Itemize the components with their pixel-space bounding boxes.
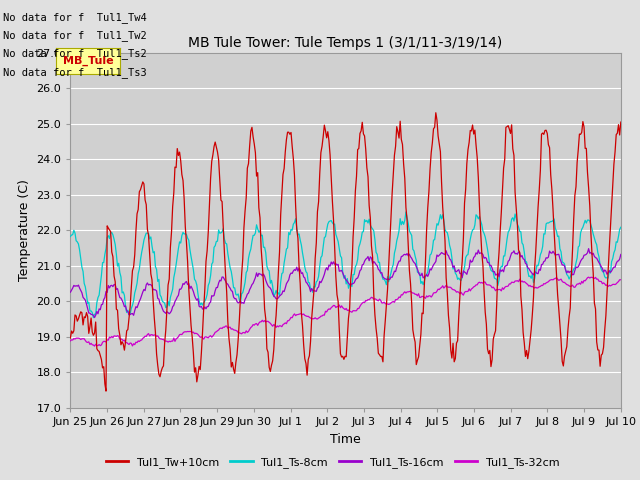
Legend: Tul1_Tw+10cm, Tul1_Ts-8cm, Tul1_Ts-16cm, Tul1_Ts-32cm: Tul1_Tw+10cm, Tul1_Ts-8cm, Tul1_Ts-16cm,…	[102, 452, 564, 472]
Y-axis label: Temperature (C): Temperature (C)	[18, 180, 31, 281]
X-axis label: Time: Time	[330, 432, 361, 445]
Text: No data for f  Tul1_Tw4: No data for f Tul1_Tw4	[3, 12, 147, 23]
Title: MB Tule Tower: Tule Temps 1 (3/1/11-3/19/14): MB Tule Tower: Tule Temps 1 (3/1/11-3/19…	[188, 36, 503, 50]
Text: MB_Tule: MB_Tule	[63, 56, 114, 66]
Text: No data for f  Tul1_Ts3: No data for f Tul1_Ts3	[3, 67, 147, 78]
Text: No data for f  Tul1_Ts2: No data for f Tul1_Ts2	[3, 48, 147, 60]
Text: No data for f  Tul1_Tw2: No data for f Tul1_Tw2	[3, 30, 147, 41]
